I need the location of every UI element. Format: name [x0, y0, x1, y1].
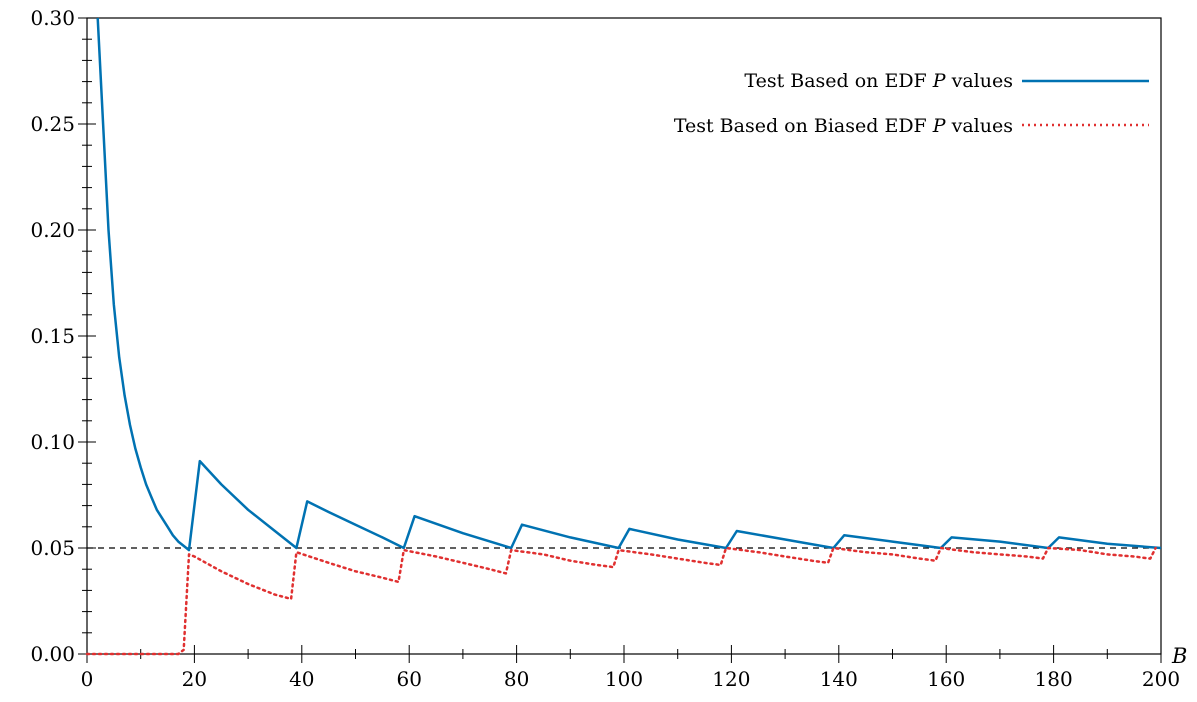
legend-label-edf: Test Based on EDF P values [744, 70, 1013, 92]
y-tick-label: 0.05 [30, 536, 75, 560]
x-tick-label: 180 [1035, 667, 1073, 691]
x-tick-label: 60 [396, 667, 421, 691]
series-line-0 [96, 17, 1162, 552]
legend-label-edf-part2: P [932, 70, 947, 92]
legend-label-biased-part2: P [932, 115, 947, 137]
y-tick-label: 0.20 [30, 218, 75, 242]
x-tick-label: 120 [712, 667, 750, 691]
x-tick-label: 200 [1142, 667, 1180, 691]
y-tick-label: 0.15 [30, 324, 75, 348]
legend-label-biased-edf: Test Based on Biased EDF P values [674, 115, 1013, 137]
legend-label-biased-part3: values [946, 115, 1013, 137]
tick-labels: 0 20 40 60 80 100 120 140 160 180 200 0.00 0.05 0.10 0… [30, 6, 1180, 691]
x-tick-label: 140 [820, 667, 858, 691]
legend: Test Based on EDF P values Test Based on… [674, 70, 1149, 137]
y-tick-label: 0.30 [30, 6, 75, 30]
x-tick-label: 100 [605, 667, 643, 691]
y-tick-label: 0.25 [30, 112, 75, 136]
plot-frame [86, 17, 1162, 655]
x-tick-label: 20 [182, 667, 207, 691]
x-axis-label: B [1171, 644, 1187, 668]
x-tick-label: 160 [927, 667, 965, 691]
series-lines [85, 17, 1162, 656]
legend-label-biased-part1: Test Based on Biased EDF [674, 115, 933, 137]
x-tick-label: 80 [504, 667, 529, 691]
x-tick-label: 0 [81, 667, 94, 691]
y-tick-label: 0.00 [30, 642, 75, 666]
legend-label-edf-part1: Test Based on EDF [744, 70, 932, 92]
series-line-1 [85, 546, 1157, 656]
tick-marks [78, 17, 1162, 663]
x-tick-label: 40 [289, 667, 314, 691]
y-tick-label: 0.10 [30, 430, 75, 454]
legend-label-edf-part3: values [946, 70, 1013, 92]
